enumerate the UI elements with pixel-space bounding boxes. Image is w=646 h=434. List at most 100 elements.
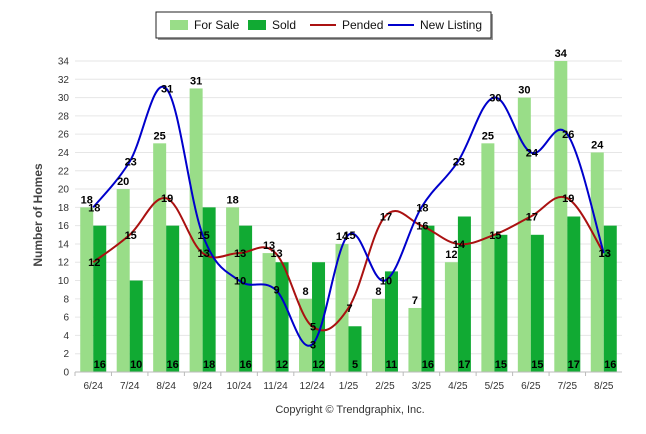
- copyright-footer: Copyright © Trendgraphix, Inc.: [275, 404, 424, 416]
- for-sale-value-label: 25: [482, 130, 494, 142]
- new-listing-value-label: 15: [343, 230, 355, 242]
- new-listing-value-label: 9: [274, 285, 280, 297]
- x-tick-label: 5/25: [485, 381, 505, 392]
- new-listing-value-label: 24: [526, 147, 539, 159]
- legend: For Sale Sold Pended New Listing: [155, 11, 493, 40]
- bar-sold: [239, 225, 253, 372]
- sold-value-label: 17: [568, 359, 580, 371]
- bar-sold: [494, 234, 508, 372]
- y-tick-label: 22: [58, 166, 70, 177]
- bar-sold: [166, 225, 180, 372]
- pended-value-label: 7: [346, 303, 352, 315]
- legend-label-sold: Sold: [272, 18, 296, 32]
- y-tick-label: 26: [58, 130, 70, 141]
- legend-label-new-listing: New Listing: [420, 18, 482, 32]
- bar-sold: [384, 271, 398, 372]
- bar-for-sale: [408, 307, 422, 372]
- y-tick-label: 16: [58, 221, 70, 232]
- sold-value-label: 16: [94, 359, 106, 371]
- pended-value-label: 13: [270, 248, 282, 260]
- for-sale-value-label: 25: [154, 130, 166, 142]
- y-tick-label: 2: [63, 349, 69, 360]
- sold-value-label: 12: [312, 359, 324, 371]
- for-sale-value-label: 14: [336, 231, 349, 243]
- pended-value-label: 19: [161, 193, 173, 205]
- bar-for-sale: [371, 298, 385, 372]
- bar-for-sale: [590, 152, 604, 372]
- y-tick-label: 6: [63, 313, 69, 324]
- pended-value-label: 12: [88, 257, 100, 269]
- bar-for-sale: [80, 207, 94, 372]
- x-tick-label: 6/25: [521, 381, 541, 392]
- bar-sold: [457, 216, 471, 372]
- legend-swatch-for-sale: [170, 20, 188, 30]
- for-sale-value-label: 13: [263, 240, 275, 252]
- pended-value-label: 13: [599, 248, 611, 260]
- new-listing-value-label: 18: [416, 202, 428, 214]
- sold-value-label: 16: [604, 359, 616, 371]
- y-tick-label: 20: [58, 185, 70, 196]
- for-sale-value-label: 8: [302, 286, 308, 298]
- bar-sold: [530, 234, 544, 372]
- new-listing-value-label: 23: [453, 157, 465, 169]
- bar-sold: [202, 207, 216, 372]
- bar-for-sale: [153, 143, 167, 372]
- sold-value-label: 15: [531, 359, 543, 371]
- sold-value-label: 17: [458, 359, 470, 371]
- sold-value-label: 16: [167, 359, 179, 371]
- for-sale-value-label: 34: [555, 48, 568, 60]
- y-tick-label: 0: [63, 368, 69, 379]
- bar-sold: [567, 216, 581, 372]
- new-listing-value-label: 10: [234, 276, 246, 288]
- bar-sold: [348, 326, 362, 372]
- sold-value-label: 18: [203, 359, 215, 371]
- new-listing-value-label: 18: [88, 202, 100, 214]
- x-tick-label: 1/25: [339, 381, 359, 392]
- y-tick-label: 12: [58, 258, 70, 269]
- pended-value-label: 17: [380, 212, 392, 224]
- x-tick-label: 6/24: [83, 381, 103, 392]
- y-tick-label: 14: [58, 239, 70, 250]
- sold-value-label: 10: [130, 359, 142, 371]
- bars: [80, 61, 617, 373]
- x-tick-label: 12/24: [300, 381, 325, 392]
- for-sale-value-label: 7: [412, 295, 418, 307]
- legend-label-for-sale: For Sale: [194, 18, 240, 32]
- x-tick-label: 10/24: [227, 381, 252, 392]
- series-lines: [92, 85, 605, 347]
- bar-sold: [93, 225, 107, 372]
- bar-sold: [129, 280, 143, 372]
- y-tick-label: 4: [63, 331, 69, 342]
- line-new-listing: [92, 85, 605, 347]
- sold-value-label: 16: [422, 359, 434, 371]
- new-listing-value-label: 26: [562, 129, 574, 141]
- sold-value-label: 12: [276, 359, 288, 371]
- for-sale-value-label: 31: [190, 75, 202, 87]
- bar-sold: [275, 262, 289, 372]
- y-tick-label: 34: [58, 57, 70, 68]
- y-tick-label: 10: [58, 276, 70, 287]
- bar-sold: [312, 262, 326, 372]
- sold-value-label: 5: [352, 359, 358, 371]
- for-sale-value-label: 18: [226, 194, 238, 206]
- legend-swatch-sold: [248, 20, 266, 30]
- y-tick-label: 8: [63, 294, 69, 305]
- for-sale-value-label: 20: [117, 176, 129, 188]
- y-axis-label: Number of Homes: [31, 163, 45, 267]
- pended-value-label: 5: [310, 321, 316, 333]
- bar-for-sale: [262, 253, 276, 372]
- y-tick-label: 28: [58, 111, 70, 122]
- for-sale-value-label: 12: [445, 249, 457, 261]
- bar-for-sale: [481, 143, 495, 372]
- y-tick-label: 30: [58, 93, 70, 104]
- x-tick-label: 3/25: [412, 381, 432, 392]
- x-tick-label: 7/25: [558, 381, 578, 392]
- bar-for-sale: [517, 97, 531, 373]
- pended-value-label: 13: [234, 248, 246, 260]
- y-tick-label: 18: [58, 203, 70, 214]
- bar-for-sale: [554, 61, 568, 372]
- for-sale-value-label: 8: [375, 286, 381, 298]
- bar-for-sale: [116, 189, 130, 372]
